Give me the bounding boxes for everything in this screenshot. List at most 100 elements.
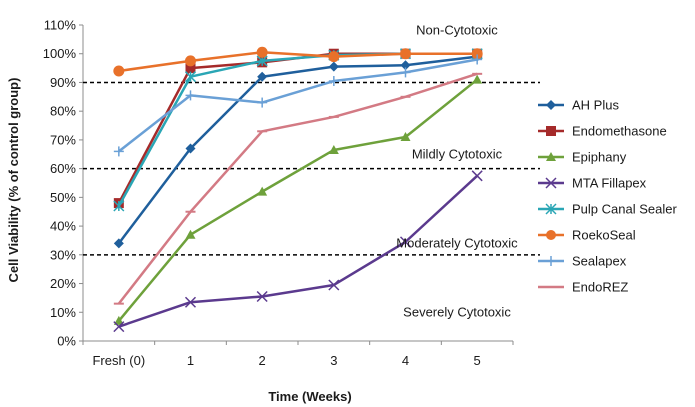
data-point bbox=[113, 65, 125, 77]
y-tick-label: 60% bbox=[50, 161, 76, 176]
data-point bbox=[471, 170, 483, 182]
legend-label: Pulp Canal Sealer bbox=[572, 202, 677, 217]
y-tick-label: 0% bbox=[57, 334, 76, 349]
x-axis: Fresh (0) 1 2 3 4 5 bbox=[82, 341, 514, 368]
series-line bbox=[117, 55, 478, 245]
y-tick-label: 50% bbox=[50, 190, 76, 205]
y-axis: 0% 10% 20% 30% 40% 50% 60% 70% 80% 90% 100% 110% bbox=[43, 18, 83, 349]
data-point bbox=[328, 279, 340, 291]
legend-item: MTA Fillapex bbox=[538, 176, 647, 191]
data-point bbox=[185, 90, 196, 101]
data-point bbox=[257, 71, 268, 82]
data-point bbox=[546, 100, 556, 110]
legend: AH Plus Endomethasone Epiphany MTA Fillapex… bbox=[538, 98, 677, 295]
data-point bbox=[545, 203, 557, 215]
legend-item: Endomethasone bbox=[538, 124, 667, 139]
legend-label: RoekoSeal bbox=[572, 228, 636, 243]
legend-label: MTA Fillapex bbox=[572, 176, 647, 191]
legend-label: EndoREZ bbox=[572, 280, 628, 295]
data-point bbox=[256, 46, 268, 58]
data-point bbox=[185, 55, 196, 67]
data-point bbox=[471, 48, 483, 60]
threshold-lines bbox=[83, 81, 540, 256]
y-tick-label: 10% bbox=[50, 305, 76, 320]
data-point bbox=[113, 146, 124, 157]
y-tick-label: 110% bbox=[44, 18, 77, 33]
series-ah-plus bbox=[113, 51, 483, 249]
zone-label: Mildly Cytotoxic bbox=[412, 146, 503, 161]
x-tick-label: Fresh (0) bbox=[92, 353, 145, 368]
data-point bbox=[185, 229, 196, 239]
data-point bbox=[185, 63, 196, 74]
x-tick-label: 4 bbox=[402, 353, 409, 368]
data-point bbox=[185, 143, 196, 154]
data-point bbox=[472, 54, 483, 65]
data-point bbox=[546, 230, 556, 240]
y-tick-label: 80% bbox=[50, 104, 76, 119]
data-point bbox=[257, 186, 268, 196]
series-line bbox=[117, 52, 478, 204]
y-tick-label: 70% bbox=[50, 132, 76, 147]
zone-label: Moderately Cytotoxic bbox=[396, 235, 518, 250]
data-point bbox=[400, 132, 411, 142]
series-line bbox=[117, 78, 478, 322]
data-point bbox=[328, 61, 339, 72]
data-point bbox=[113, 321, 125, 333]
y-tick-label: 20% bbox=[50, 276, 76, 291]
legend-label: Sealapex bbox=[572, 254, 627, 269]
legend-item: RoekoSeal bbox=[538, 228, 636, 243]
legend-label: Endomethasone bbox=[572, 124, 667, 139]
data-point bbox=[113, 238, 124, 249]
data-point bbox=[546, 126, 556, 136]
legend-label: Epiphany bbox=[572, 150, 627, 165]
data-point bbox=[184, 296, 197, 308]
data-point bbox=[546, 256, 556, 266]
data-point bbox=[184, 71, 197, 83]
y-tick-label: 100% bbox=[43, 46, 77, 61]
y-tick-label: 90% bbox=[50, 75, 76, 90]
y-tick-label: 40% bbox=[50, 219, 76, 234]
series-sealapex bbox=[113, 54, 483, 157]
data-point bbox=[400, 60, 411, 71]
data-point bbox=[113, 315, 124, 325]
data-point bbox=[546, 152, 556, 161]
data-point bbox=[257, 97, 268, 108]
x-tick-label: 5 bbox=[474, 353, 481, 368]
x-axis-title: Time (Weeks) bbox=[268, 389, 351, 404]
series-line bbox=[118, 51, 478, 73]
series-epiphany bbox=[113, 74, 483, 325]
zone-label: Non-Cytotoxic bbox=[416, 23, 498, 38]
x-tick-label: 2 bbox=[259, 353, 266, 368]
data-point bbox=[472, 74, 483, 84]
data-point bbox=[400, 67, 411, 78]
data-point bbox=[328, 76, 339, 87]
series-mta-fillapex bbox=[113, 170, 483, 333]
zone-labels: Non-Cytotoxic Mildly Cytotoxic Moderately … bbox=[396, 23, 518, 320]
data-point bbox=[400, 48, 411, 60]
zone-label: Severely Cytotoxic bbox=[403, 304, 511, 319]
legend-item: AH Plus bbox=[538, 98, 619, 113]
data-point bbox=[328, 144, 339, 154]
data-point bbox=[113, 200, 125, 212]
legend-item: Pulp Canal Sealer bbox=[538, 202, 677, 217]
series-layer bbox=[113, 46, 483, 333]
y-tick-label: 30% bbox=[50, 247, 76, 262]
series-pulp-canal-sealer bbox=[113, 48, 483, 212]
data-point bbox=[399, 236, 412, 248]
series-line bbox=[118, 58, 478, 153]
series-line bbox=[117, 52, 478, 207]
legend-item: EndoREZ bbox=[538, 280, 628, 295]
legend-item: Sealapex bbox=[538, 254, 627, 269]
legend-item: Epiphany bbox=[538, 150, 627, 165]
data-point bbox=[256, 290, 268, 303]
data-point bbox=[328, 51, 340, 63]
x-tick-label: 1 bbox=[187, 353, 194, 368]
series-endorez bbox=[113, 72, 483, 305]
series-line bbox=[118, 174, 479, 328]
y-axis-title: Cell Viability (% of control group) bbox=[6, 78, 21, 283]
data-point bbox=[545, 177, 557, 189]
x-tick-label: 3 bbox=[330, 353, 337, 368]
legend-label: AH Plus bbox=[572, 98, 619, 113]
series-line bbox=[117, 72, 478, 305]
